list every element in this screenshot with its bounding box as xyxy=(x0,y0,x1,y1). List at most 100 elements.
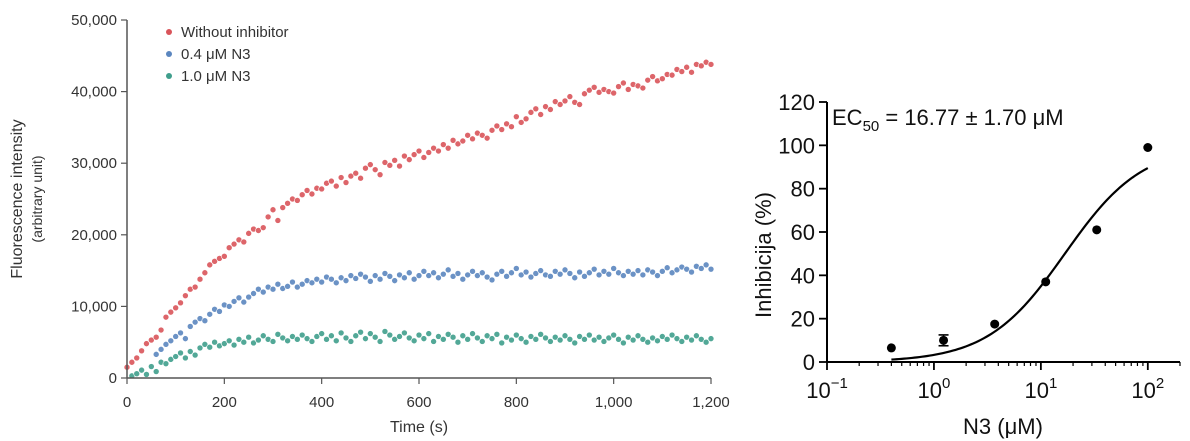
legend-label: Without inhibitor xyxy=(181,24,289,41)
data-point xyxy=(396,162,403,170)
data-point xyxy=(371,272,379,279)
ec50-annotation-main: EC xyxy=(832,105,863,130)
data-point xyxy=(551,268,559,275)
data-point xyxy=(493,122,501,130)
data-point xyxy=(225,244,233,251)
data-point xyxy=(488,126,496,134)
data-point xyxy=(318,330,325,337)
right-y-tick-label: 0 xyxy=(803,350,815,375)
tick-base: 10 xyxy=(806,378,830,403)
data-point xyxy=(697,336,705,343)
data-point xyxy=(693,332,700,340)
data-point xyxy=(162,341,170,348)
data-point xyxy=(469,330,476,337)
left-y-tick-label: 10,000 xyxy=(71,298,117,315)
data-point xyxy=(469,135,476,143)
left-x-axis-label: Time (s) xyxy=(390,419,448,436)
legend-marker xyxy=(166,29,172,35)
data-point xyxy=(663,264,671,272)
data-point xyxy=(279,334,287,342)
right-y-tick-label: 40 xyxy=(791,263,815,288)
data-point xyxy=(308,279,316,287)
data-point xyxy=(649,334,656,342)
right-y-tick-label: 80 xyxy=(791,177,815,202)
data-point xyxy=(347,172,355,180)
data-point xyxy=(172,333,179,340)
data-point xyxy=(483,332,491,340)
data-point xyxy=(386,162,394,169)
data-point xyxy=(683,63,690,71)
data-point xyxy=(255,227,262,234)
data-point xyxy=(371,166,379,173)
data-point xyxy=(474,334,481,342)
data-point xyxy=(240,338,248,346)
data-point xyxy=(191,351,199,359)
data-point xyxy=(683,265,690,273)
data-point xyxy=(157,346,165,353)
data-point xyxy=(274,331,282,338)
series-3-points xyxy=(128,328,715,380)
right-x-tick-label: 100 xyxy=(918,375,951,403)
data-point xyxy=(391,336,398,343)
data-point xyxy=(269,206,277,214)
left-y-ticks: 0 10,000 20,000 30,000 40,000 50,000 xyxy=(71,12,127,387)
data-point xyxy=(391,157,398,164)
data-point xyxy=(430,144,437,152)
data-point xyxy=(225,337,233,345)
data-point xyxy=(522,338,530,346)
data-point xyxy=(172,353,179,360)
data-point xyxy=(352,169,360,177)
data-point xyxy=(566,93,574,100)
data-point xyxy=(269,285,277,293)
data-point xyxy=(668,331,676,339)
data-point xyxy=(668,269,676,277)
data-point xyxy=(347,272,355,279)
data-point xyxy=(624,333,632,341)
data-point xyxy=(435,274,442,282)
data-point xyxy=(298,280,306,288)
data-point xyxy=(186,323,194,330)
data-point xyxy=(269,338,277,345)
data-point xyxy=(162,313,170,321)
left-x-tick-label: 1,200 xyxy=(692,394,730,411)
tick-base: 10 xyxy=(918,378,942,403)
data-point xyxy=(415,147,423,155)
inhibition-point xyxy=(886,343,896,353)
data-point xyxy=(513,331,520,339)
data-point xyxy=(532,336,540,343)
data-point xyxy=(357,270,364,278)
data-point xyxy=(454,140,462,148)
data-point xyxy=(561,97,569,105)
data-point xyxy=(381,159,389,166)
data-point xyxy=(503,120,510,128)
data-point xyxy=(459,332,467,340)
data-point xyxy=(138,366,145,374)
data-point xyxy=(595,89,603,96)
data-point xyxy=(376,275,384,283)
data-point xyxy=(410,337,418,345)
data-point xyxy=(634,332,642,340)
data-point xyxy=(235,336,243,343)
data-point xyxy=(663,336,671,343)
data-point xyxy=(527,273,535,281)
data-point xyxy=(551,333,559,341)
data-point xyxy=(449,273,457,280)
data-point xyxy=(143,371,150,378)
data-point xyxy=(357,174,364,182)
data-point xyxy=(255,285,262,293)
fluorescence-plot-area xyxy=(123,58,715,380)
data-point xyxy=(401,329,408,337)
data-point xyxy=(167,308,175,316)
data-point xyxy=(401,274,408,282)
data-point xyxy=(610,331,617,339)
data-point xyxy=(537,111,544,118)
data-point xyxy=(444,144,452,152)
data-point xyxy=(177,299,184,307)
data-point xyxy=(294,283,301,291)
data-point xyxy=(420,335,428,342)
data-point xyxy=(483,273,491,281)
data-point xyxy=(221,252,228,260)
data-point xyxy=(610,265,617,272)
